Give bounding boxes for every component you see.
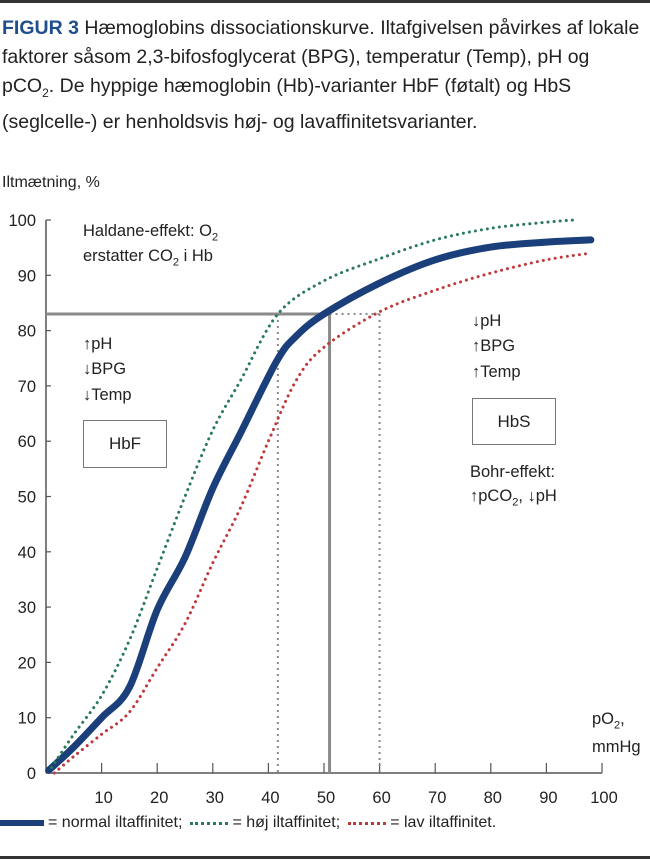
y-tick-label: 100	[8, 212, 36, 230]
x-label-comma: ,	[620, 710, 625, 728]
left-factor-3: ↓Temp	[83, 386, 132, 404]
haldane-line-1: Haldane-effekt: O2	[83, 222, 218, 243]
hbf-box: HbF	[83, 420, 167, 468]
caption-sub: 2	[42, 85, 49, 100]
y-tick-label: 20	[18, 654, 36, 672]
figure-caption: FIGUR 3 Hæmoglobins dissociationskurve. …	[2, 14, 642, 137]
left-factor-1: ↑pH	[83, 335, 113, 353]
caption-text: Hæmoglobins dissociationskurve. Iltafgiv…	[2, 17, 640, 97]
bohr-line-1: Bohr-effekt:	[470, 463, 555, 481]
haldane-text-2b: i Hb	[178, 247, 213, 265]
legend-high: = høj iltaffinitet;	[232, 814, 341, 831]
x-tick-label: 50	[317, 789, 335, 807]
x-axis-label: pO2,	[592, 710, 625, 731]
right-factor-3: ↑Temp	[472, 363, 521, 381]
y-tick-label: 70	[18, 378, 36, 396]
x-tick-label: 20	[150, 789, 168, 807]
y-tick-label: 30	[18, 599, 36, 617]
right-factor-1: ↓pH	[472, 312, 502, 330]
haldane-line-2: erstatter CO2 i Hb	[83, 247, 213, 268]
x-label-text: pO	[592, 710, 615, 728]
y-tick-label: 40	[18, 544, 36, 562]
left-factor-2: ↓BPG	[83, 360, 127, 378]
legend-low: = lav iltaffinitet.	[390, 814, 497, 831]
y-tick-label: 60	[18, 433, 36, 451]
figure-label: FIGUR 3	[2, 17, 79, 39]
bohr-text-2a: ↑pCO	[470, 487, 513, 505]
x-tick-label: 100	[590, 789, 618, 807]
x-tick-label: 30	[206, 789, 224, 807]
y-axis-label: Iltmætning, %	[2, 174, 100, 191]
bohr-line-2: ↑pCO2, ↓pH	[470, 487, 557, 508]
haldane-text: Haldane-effekt: O	[83, 222, 213, 240]
haldane-sub: 2	[212, 231, 219, 244]
hbf-label: HbF	[108, 434, 142, 453]
hbs-label: HbS	[497, 411, 531, 431]
right-factor-2: ↑BPG	[472, 337, 516, 355]
y-tick-label: 80	[18, 323, 36, 341]
legend-swatch-normal	[0, 820, 44, 826]
caption-text-2: . De hyppige hæmoglobin (Hb)-varianter H…	[2, 75, 572, 133]
x-tick-label: 80	[484, 789, 502, 807]
legend-normal: = normal iltaffinitet;	[48, 814, 183, 831]
x-tick-label: 90	[539, 789, 557, 807]
bottom-rule	[0, 856, 650, 859]
haldane-sub-2: 2	[172, 256, 179, 269]
series-line-normal	[45, 236, 595, 774]
hbs-box: HbS	[472, 398, 556, 445]
x-label-sub: 2	[614, 719, 621, 732]
x-tick-label: 60	[372, 789, 390, 807]
x-tick-label: 70	[428, 789, 446, 807]
bohr-text-2b: , ↓pH	[518, 487, 557, 505]
y-tick-label: 10	[18, 710, 36, 728]
x-axis-unit: mmHg	[592, 738, 641, 756]
y-tick-label: 50	[18, 489, 36, 507]
x-tick-label: 40	[261, 789, 279, 807]
legend: = normal iltaffinitet; = høj iltaffinite…	[0, 814, 496, 832]
y-tick-label: 0	[27, 765, 36, 783]
series-line-high	[50, 218, 576, 769]
legend-swatch-low	[348, 821, 387, 825]
legend-swatch-high	[190, 821, 229, 825]
bohr-sub: 2	[512, 496, 519, 509]
top-rule	[0, 0, 650, 3]
x-tick-label: 10	[94, 789, 112, 807]
y-tick-label: 90	[18, 267, 36, 285]
series-line-low	[52, 251, 593, 775]
haldane-text-2a: erstatter CO	[83, 247, 173, 265]
